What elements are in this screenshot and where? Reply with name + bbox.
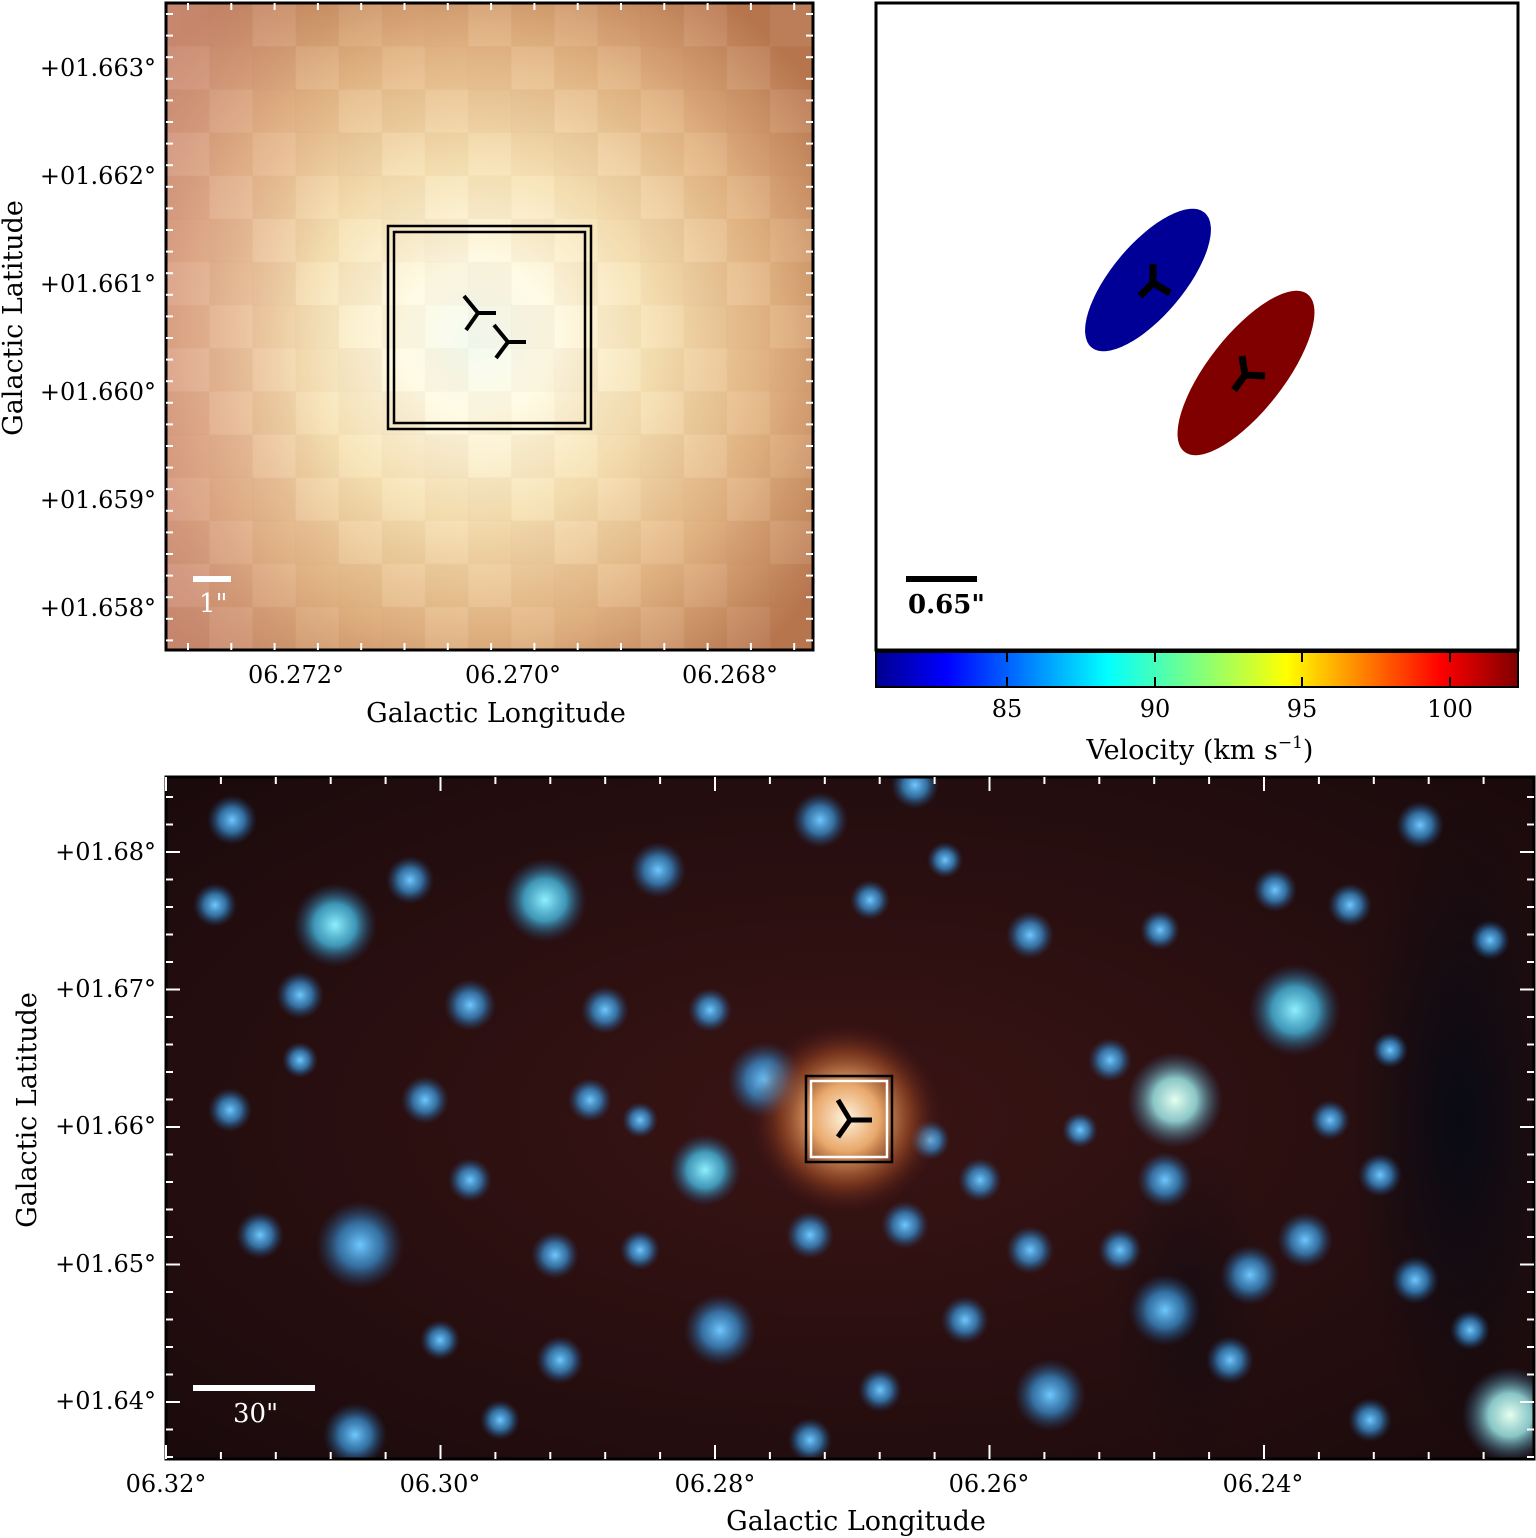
x-tick-label: 06.270° — [465, 661, 561, 689]
colorbar-tick-label: 85 — [992, 695, 1023, 723]
colorbar-label: Velocity (km s−1) — [1086, 733, 1314, 766]
y-tick-label: +01.662° — [40, 162, 156, 190]
x-axis-label: Galactic Longitude — [726, 1506, 986, 1537]
x-tick-label: 06.28° — [675, 1470, 756, 1498]
x-tick-label: 06.26° — [949, 1470, 1030, 1498]
colorbar-tick-marks — [1006, 652, 1451, 687]
y-tick-label: +01.66° — [55, 1112, 156, 1140]
colorbar-tick-label: 100 — [1427, 695, 1473, 723]
x-tick-label: 06.30° — [400, 1470, 481, 1498]
maser-marker-2 — [492, 323, 526, 360]
y-tick-label: +01.68° — [55, 838, 156, 866]
y-tick-label: +01.659° — [40, 486, 156, 514]
colorbar-tick-label: 90 — [1140, 695, 1171, 723]
velocity-colorbar — [875, 651, 1519, 688]
x-axis-label: Galactic Longitude — [366, 698, 626, 729]
maser-marker-red — [1231, 355, 1266, 393]
velocity-frame — [874, 1, 1520, 652]
top-left-tick-marks — [166, 3, 813, 650]
bottom-field-panel: 30" 06.32° 06.30° 06.28° 06.26° 06.24° +… — [12, 775, 1536, 1537]
source-box-outer — [386, 224, 593, 431]
y-tick-label: +01.663° — [40, 54, 156, 82]
source-box-inner — [392, 230, 587, 425]
pixel-grid — [166, 3, 813, 650]
x-tick-label: 06.268° — [682, 661, 778, 689]
x-tick-label: 06.32° — [126, 1470, 207, 1498]
y-tick-label: +01.65° — [55, 1250, 156, 1278]
source-box-inner — [809, 1079, 889, 1159]
top-left-image-panel: 1" 06.272° 06.270° 06.268° +01.663° +01.… — [0, 1, 815, 729]
bottom-tick-marks — [165, 777, 1534, 1459]
maser-marker-blue — [1137, 264, 1172, 299]
y-tick-label: +01.661° — [40, 270, 156, 298]
scale-bar-label: 0.65" — [908, 590, 985, 620]
top-right-velocity-panel: 0.65" 85 90 95 100 Velocity (km s−1) — [874, 1, 1520, 766]
top-left-frame — [164, 1, 815, 652]
colorbar-tick-label: 95 — [1287, 695, 1318, 723]
x-tick-label: 06.272° — [248, 661, 344, 689]
blue-maser-ellipse — [1085, 208, 1211, 352]
y-tick-label: +01.660° — [40, 378, 156, 406]
scale-bar-label: 30" — [233, 1399, 278, 1429]
maser-marker-1 — [462, 294, 496, 332]
scale-bar-label: 1" — [199, 589, 228, 619]
x-tick-label: 06.24° — [1223, 1470, 1304, 1498]
y-axis-label: Galactic Latitude — [12, 992, 43, 1228]
y-tick-label: +01.67° — [55, 975, 156, 1003]
maser-marker-field — [835, 1098, 872, 1139]
bottom-frame — [164, 775, 1536, 1461]
y-axis-label: Galactic Latitude — [0, 200, 29, 436]
y-tick-label: +01.658° — [40, 594, 156, 622]
source-box-outer — [804, 1074, 894, 1164]
y-tick-label: +01.64° — [55, 1387, 156, 1415]
